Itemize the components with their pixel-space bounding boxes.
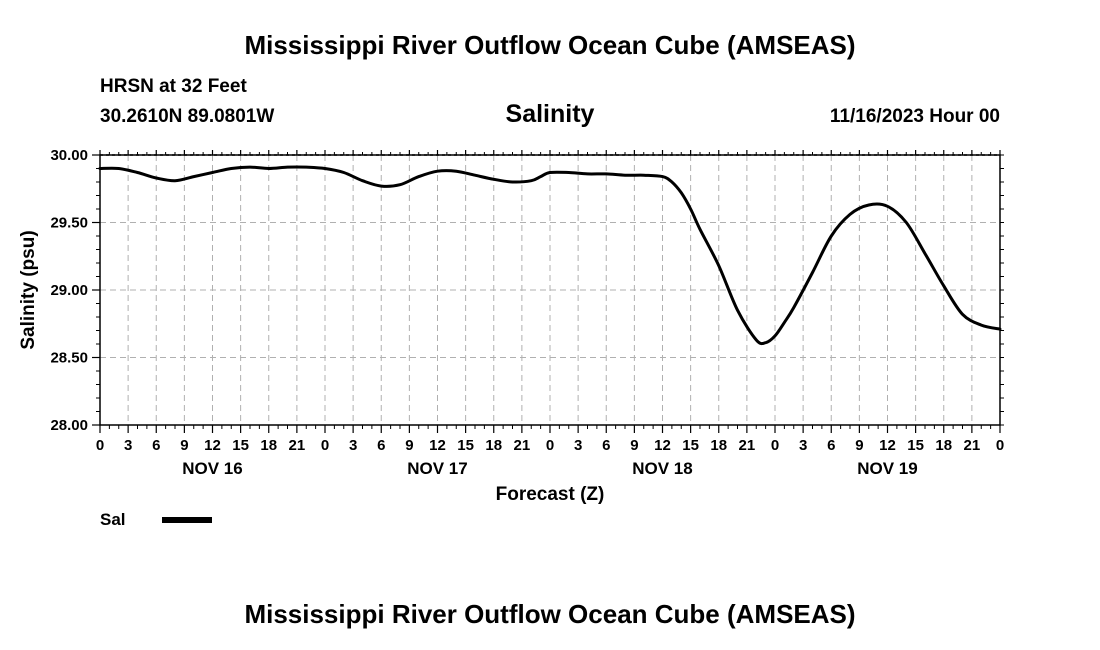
- x-tick-label: 21: [514, 437, 531, 454]
- day-label: NOV 17: [407, 459, 467, 478]
- axis-labels: 0 3 6 9 12 15 18 21 0 3 6 9 12 15 18 21 0 3 6 9 12 15 18 21 0 3 6 9…: [18, 147, 1004, 505]
- x-tick-label: 6: [377, 437, 385, 454]
- x-tick-label: 9: [855, 437, 863, 454]
- y-tick-label: 29.00: [50, 282, 88, 299]
- x-tick-label: 9: [630, 437, 638, 454]
- legend-label: Sal: [100, 510, 126, 529]
- x-tick-label: 12: [429, 437, 446, 454]
- x-tick-label: 6: [827, 437, 835, 454]
- x-tick-label: 18: [935, 437, 952, 454]
- x-tick-label: 18: [485, 437, 502, 454]
- footer-title: Mississippi River Outflow Ocean Cube (AM…: [244, 599, 856, 629]
- station-label: HRSN at 32 Feet: [100, 76, 247, 97]
- y-tick-label: 28.00: [50, 417, 88, 434]
- x-tick-label: 0: [546, 437, 554, 454]
- x-tick-label: 3: [349, 437, 357, 454]
- x-tick-label: 3: [124, 437, 132, 454]
- y-tick-label: 28.50: [50, 350, 88, 367]
- x-tick-label: 12: [204, 437, 221, 454]
- grid: [100, 154, 1000, 425]
- x-tick-label: 0: [771, 437, 779, 454]
- x-tick-label: 9: [405, 437, 413, 454]
- y-axis-title: Salinity (psu): [18, 230, 39, 349]
- x-tick-label: 18: [710, 437, 727, 454]
- x-tick-label: 15: [682, 437, 699, 454]
- x-tick-label: 15: [232, 437, 249, 454]
- day-label: NOV 19: [857, 459, 917, 478]
- day-label: NOV 18: [632, 459, 692, 478]
- salinity-series-line: [98, 165, 1002, 346]
- coordinates-label: 30.2610N 89.0801W: [100, 106, 275, 127]
- main-title: Mississippi River Outflow Ocean Cube (AM…: [244, 30, 856, 60]
- x-tick-label: 21: [964, 437, 981, 454]
- day-label: NOV 16: [182, 459, 242, 478]
- forecast-datetime: 11/16/2023 Hour 00: [829, 106, 1000, 127]
- x-tick-label: 12: [654, 437, 671, 454]
- y-tick-label: 29.50: [50, 215, 88, 232]
- x-tick-label: 18: [260, 437, 277, 454]
- x-tick-label: 0: [96, 437, 104, 454]
- x-tick-label: 3: [799, 437, 807, 454]
- x-axis-title: Forecast (Z): [496, 484, 605, 505]
- x-tick-label: 6: [602, 437, 610, 454]
- x-tick-label: 0: [321, 437, 329, 454]
- x-tick-label: 3: [574, 437, 582, 454]
- axis-ticks: [92, 150, 1004, 433]
- x-tick-label: 15: [907, 437, 924, 454]
- x-tick-label: 15: [457, 437, 474, 454]
- x-tick-label: 21: [739, 437, 756, 454]
- y-tick-label: 30.00: [50, 147, 88, 164]
- x-tick-label: 9: [180, 437, 188, 454]
- x-tick-label: 12: [879, 437, 896, 454]
- x-tick-label: 0: [996, 437, 1004, 454]
- legend-swatch: [162, 517, 212, 523]
- x-tick-label: 21: [289, 437, 306, 454]
- x-tick-label: 6: [152, 437, 160, 454]
- chart-title: Salinity: [505, 100, 595, 128]
